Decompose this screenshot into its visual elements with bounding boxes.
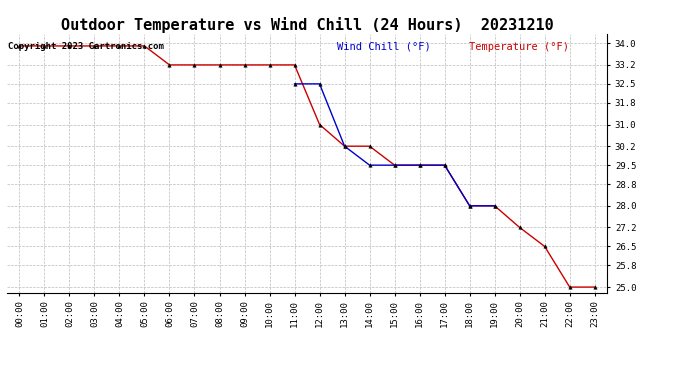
Title: Outdoor Temperature vs Wind Chill (24 Hours)  20231210: Outdoor Temperature vs Wind Chill (24 Ho… bbox=[61, 16, 553, 33]
Text: Temperature (°F): Temperature (°F) bbox=[469, 42, 569, 51]
Text: Copyright 2023 Cartronics.com: Copyright 2023 Cartronics.com bbox=[8, 42, 164, 51]
Text: Wind Chill (°F): Wind Chill (°F) bbox=[337, 42, 431, 51]
